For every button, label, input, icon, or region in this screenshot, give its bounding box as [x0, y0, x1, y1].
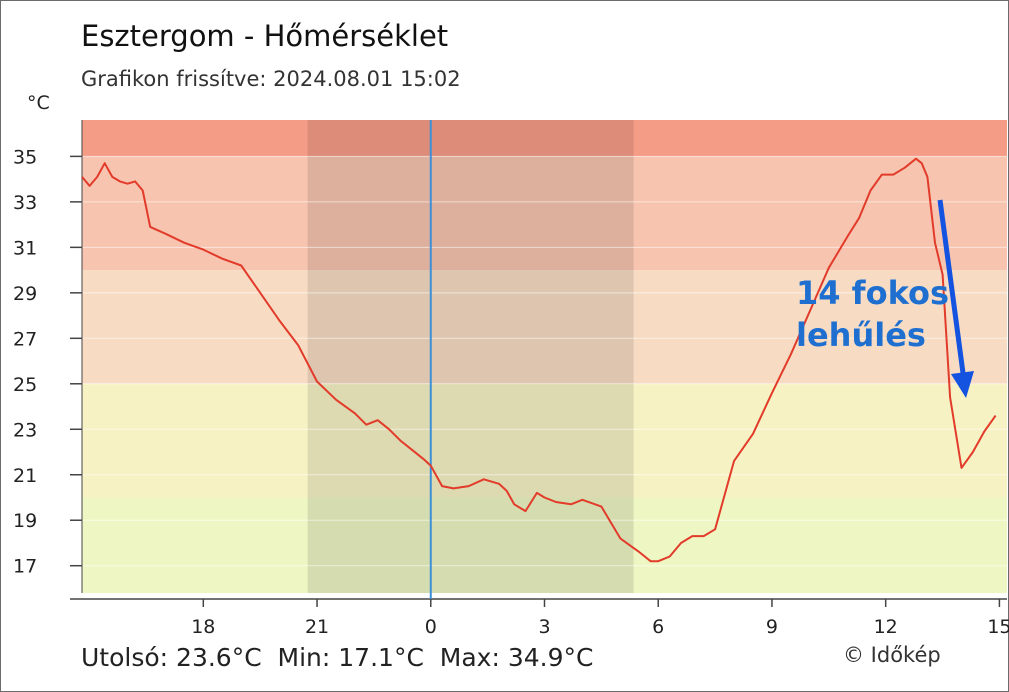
stats-line: Utolsó: 23.6°C Min: 17.1°C Max: 34.9°C — [81, 643, 594, 672]
chart-subtitle: Grafikon frissítve: 2024.08.01 15:02 — [81, 67, 461, 91]
y-tick-label: 21 — [13, 465, 37, 487]
x-tick-label: 12 — [874, 616, 898, 638]
credit-label[interactable]: © Időkép — [843, 643, 941, 667]
y-tick-label: 31 — [13, 237, 37, 259]
temperature-band — [82, 120, 1007, 157]
page-title: Esztergom - Hőmérséklet — [81, 19, 449, 53]
annotation-text-line2: lehűlés — [796, 316, 926, 354]
y-tick-label: 35 — [13, 146, 37, 168]
annotation-arrow-head — [951, 371, 974, 398]
temperature-band — [82, 497, 1007, 593]
temperature-band — [82, 156, 1007, 271]
y-tick-label: 29 — [13, 283, 37, 305]
x-tick-label: 0 — [425, 616, 437, 638]
y-tick-label: 25 — [13, 374, 37, 396]
temperature-band — [82, 383, 1007, 498]
y-tick-label: 33 — [13, 192, 37, 214]
y-axis-unit: °C — [27, 92, 50, 114]
y-tick-label: 19 — [13, 510, 37, 532]
x-tick-label: 6 — [652, 616, 664, 638]
annotation-arrow-shaft — [937, 199, 966, 374]
temperature-line — [81, 157, 997, 563]
x-tick-label: 3 — [538, 616, 550, 638]
x-tick-label: 21 — [305, 616, 329, 638]
y-tick-label: 23 — [13, 419, 37, 441]
x-tick-label: 9 — [766, 616, 778, 638]
temperature-band — [82, 270, 1007, 384]
x-tick-label: 18 — [191, 616, 215, 638]
annotation-text-line1: 14 fokos — [796, 274, 949, 312]
y-tick-label: 17 — [13, 556, 37, 578]
x-tick-label: 15 — [987, 616, 1009, 638]
night-shading — [307, 120, 634, 593]
y-tick-label: 27 — [13, 328, 37, 350]
